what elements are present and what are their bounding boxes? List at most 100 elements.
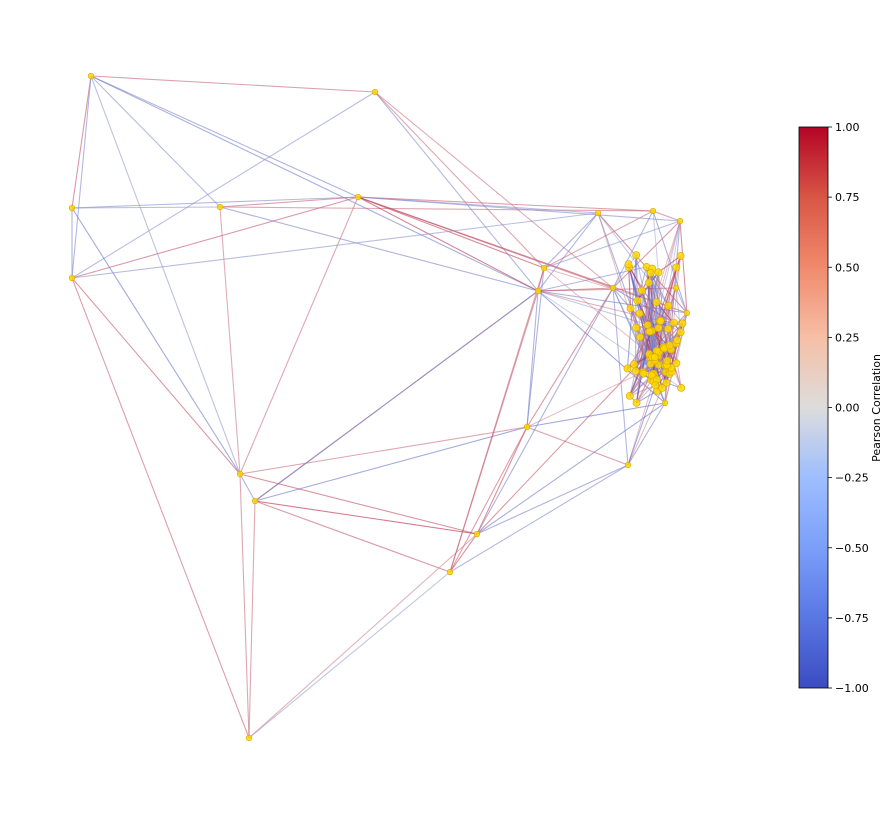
edge [612,287,629,466]
edge [71,75,92,209]
edge [374,91,614,289]
cluster-edge [652,210,659,273]
cluster-edge [627,264,632,309]
edge [679,220,688,314]
edge [219,196,359,208]
cluster-node [624,260,633,268]
edge [449,464,629,573]
node [661,399,669,407]
edge [71,212,599,279]
cluster-node [636,333,644,341]
edge [239,473,478,535]
edge [543,220,681,269]
edge [71,91,376,279]
edge [537,212,599,292]
cluster-node [645,327,654,336]
colorbar-tick-label: −0.50 [835,542,869,555]
edge [526,426,629,466]
cluster-node [651,381,660,390]
edge [374,91,545,269]
cluster-node [625,391,634,400]
edge [476,287,614,535]
edge [71,196,359,279]
edge [675,287,688,314]
edge [239,473,256,502]
cluster-node [637,286,646,295]
cluster-node [652,298,661,307]
edge [71,206,221,209]
edge [357,196,539,292]
node [594,209,602,217]
edge [254,500,478,535]
colorbar: 1.00 0.75 0.50 0.25 0.00 −0.25 −0.50 −0.75 −1.00… [798,121,883,695]
node [446,568,454,576]
cluster-node [632,323,641,332]
edge [248,571,451,739]
edge [248,533,478,739]
colorbar-tick-label: −1.00 [835,682,869,695]
edge [71,277,241,475]
node [523,423,531,431]
cluster-node [639,369,648,378]
cluster-node [630,360,639,369]
edge [374,91,539,292]
node [473,530,481,538]
cluster-node [632,398,641,407]
edge [357,196,545,269]
network-edges [71,75,688,739]
node [676,217,684,225]
cluster-node [650,353,659,362]
cluster-edge [537,290,659,329]
node [87,72,95,80]
edge [449,426,528,573]
node [609,284,617,292]
edge [449,533,478,573]
cluster-edge [636,272,652,301]
colorbar-label: Pearson Correlation [870,354,883,462]
edge [239,473,250,739]
cluster-edge [669,267,677,346]
edge [90,75,221,208]
edge [219,206,654,212]
cluster-node [672,263,681,272]
edge [90,75,241,475]
node [216,203,224,211]
colorbar-tick-label: −0.75 [835,612,869,625]
cluster-edge [636,390,658,404]
colorbar-tick-label: 1.00 [835,121,860,134]
node [371,88,379,96]
cluster-node [673,336,681,345]
edge [254,426,528,502]
cluster-node [644,278,653,287]
cluster-node [633,296,642,305]
edge [357,196,681,222]
cluster-edge [654,272,659,361]
edge [254,290,539,502]
node [354,193,362,201]
edge [627,402,666,466]
edge [90,75,359,198]
cluster-node [664,324,672,333]
edge [652,210,681,222]
network-nodes [68,72,691,742]
edge [219,206,241,475]
cluster-node [623,364,632,373]
edge [526,402,666,428]
edge [219,206,539,292]
node [540,264,548,272]
node [683,309,691,317]
edge [357,196,688,314]
node [672,284,680,292]
cluster-node [676,252,685,260]
node [68,204,76,212]
node [251,497,259,505]
cluster-node [676,328,685,337]
node [245,734,253,742]
edge [476,402,666,535]
edge [449,290,539,573]
edge [71,196,359,209]
cluster-node [658,384,667,392]
edge [248,500,256,739]
edge [476,464,629,535]
